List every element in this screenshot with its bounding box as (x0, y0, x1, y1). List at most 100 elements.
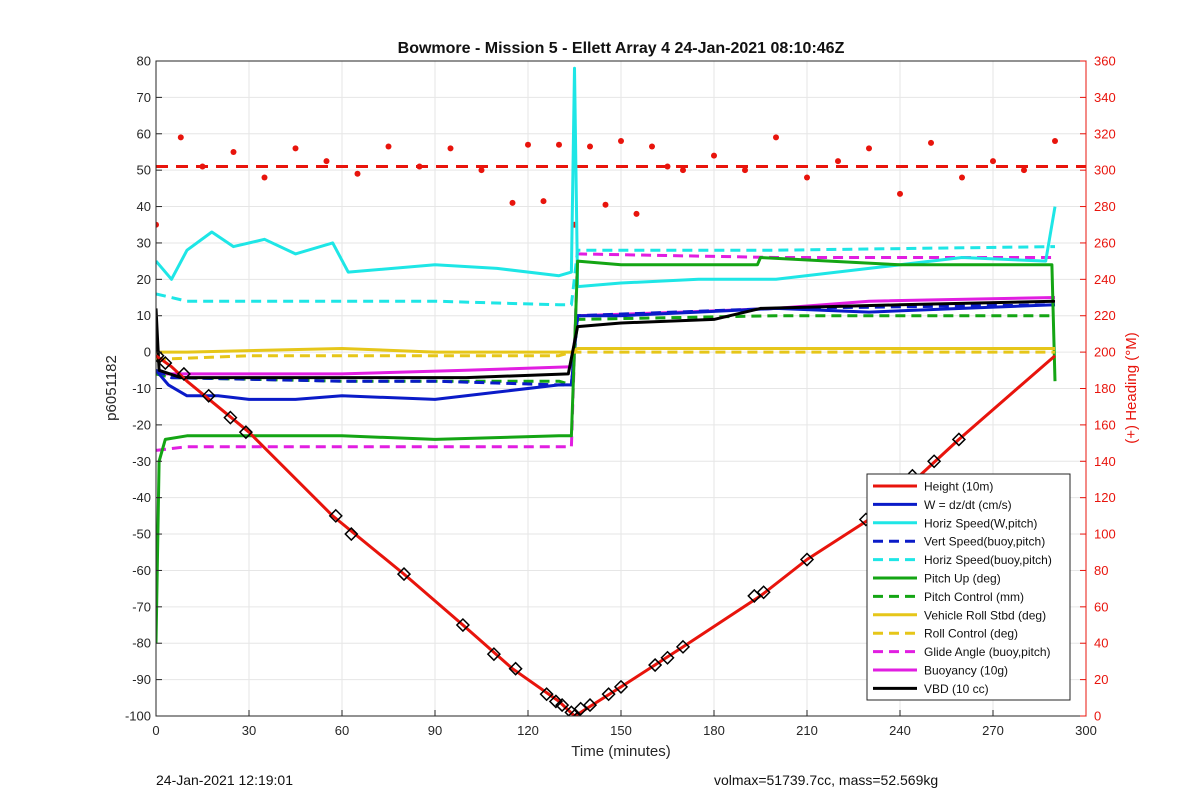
dive-marker (613, 679, 629, 694)
heading-point (556, 141, 562, 148)
axes: 0 30 60 90 120 150 180 210 240 270 300-100-90-80-7… (125, 54, 1116, 739)
dive-marker (927, 454, 942, 469)
y-tick-label: -20 (132, 417, 151, 432)
y-tick-label: -100 (125, 709, 151, 724)
heading-point (230, 148, 237, 155)
legend-box (866, 473, 1071, 701)
heading-point (649, 143, 655, 150)
y2-tick-label: 260 (1094, 235, 1116, 250)
y2-tick-label: 340 (1094, 90, 1116, 105)
series-line (156, 256, 1057, 644)
dive-marker (455, 617, 470, 633)
footer-volmax-mass: volmax=51739.7cc, mass=52.569kg (714, 772, 939, 788)
dive-marker (201, 388, 216, 403)
y2-tick-label: 180 (1094, 381, 1116, 396)
dive-marker (601, 687, 616, 702)
heading-point (633, 210, 640, 217)
dive-marker (508, 661, 523, 676)
y2-tick-label: 140 (1094, 454, 1116, 469)
y-tick-label: 40 (137, 199, 151, 214)
dive-marker (567, 708, 582, 716)
x-tick-label: 210 (796, 723, 818, 738)
legend-label: Pitch Control (mm) (924, 590, 1024, 604)
dive-marker (756, 585, 771, 600)
y2-tick-label: 80 (1094, 563, 1108, 578)
footer-timestamp: 24-Jan-2021 12:19:01 (156, 772, 293, 788)
heading-point (261, 174, 268, 181)
heading-point (416, 163, 423, 170)
dive-marker (158, 355, 173, 371)
heading-point (804, 174, 810, 181)
y2-tick-label: 300 (1094, 163, 1116, 178)
heading-point (447, 145, 454, 152)
y2-tick-label: 200 (1094, 345, 1116, 360)
y-tick-label: -50 (132, 527, 151, 542)
y-tick-label: 30 (137, 235, 151, 250)
legend-label: Horiz Speed(W,pitch) (924, 516, 1037, 530)
y2-tick-label: 60 (1094, 599, 1108, 614)
dive-marker (156, 348, 165, 363)
x-tick-label: 180 (703, 723, 725, 738)
heading-point (664, 163, 671, 170)
heading-point (354, 170, 361, 177)
x-axis-label: Time (minutes) (571, 743, 670, 760)
dive-marker (344, 526, 359, 542)
dive-marker (555, 698, 570, 713)
heading-point (928, 139, 934, 146)
heading-point (959, 174, 965, 181)
heading-point (1052, 138, 1058, 145)
dive-marker (223, 410, 238, 425)
chart-title: Bowmore - Mission 5 - Ellett Array 4 24-… (398, 40, 845, 57)
legend-label: Vehicle Roll Stbd (deg) (924, 608, 1046, 622)
x-tick-label: 30 (242, 723, 256, 738)
y2-tick-label: 0 (1094, 709, 1101, 724)
heading-point (1021, 167, 1027, 174)
series-line (156, 350, 1055, 361)
y-tick-label: -70 (132, 599, 151, 614)
x-tick-label: 120 (517, 723, 539, 738)
x-tick-label: 0 (152, 723, 159, 738)
heading-point (177, 134, 184, 141)
legend-label: Buoyancy (10g) (924, 664, 1008, 678)
y2-tick-label: 360 (1094, 54, 1116, 69)
heading-point (478, 167, 485, 174)
series-line (156, 347, 1055, 354)
legend-label: Horiz Speed(buoy,pitch) (924, 553, 1052, 567)
legend-label: Pitch Up (deg) (924, 572, 1001, 586)
y2-tick-label: 40 (1094, 636, 1108, 651)
heading-point (835, 158, 841, 165)
dive-marker (486, 647, 501, 662)
heading-point (156, 221, 159, 228)
y2-tick-label: 20 (1094, 672, 1108, 687)
x-tick-label: 240 (889, 723, 911, 738)
heading-point (680, 167, 686, 174)
dive-marker (951, 432, 966, 447)
y2-tick-label: 220 (1094, 308, 1116, 323)
y2-tick-label: 160 (1094, 417, 1116, 432)
legend-label: Height (10m) (924, 480, 993, 494)
x-tick-label: 270 (982, 723, 1004, 738)
y-tick-label: 80 (137, 54, 151, 69)
dive-marker (548, 694, 563, 709)
heading-point (602, 201, 609, 208)
dive-marker (539, 687, 554, 702)
heading-point (292, 145, 299, 152)
y-tick-label: -40 (132, 490, 151, 505)
y-tick-label: 50 (137, 163, 151, 178)
legend-label: Vert Speed(buoy,pitch) (924, 535, 1045, 549)
dive-marker (660, 650, 675, 665)
y2-tick-label: 120 (1094, 490, 1116, 505)
series-line (156, 299, 1056, 380)
heading-point (540, 198, 547, 205)
data-layer (156, 66, 1086, 716)
heading-point (587, 143, 593, 150)
y2-tick-label: 320 (1094, 126, 1116, 141)
heading-point (897, 190, 903, 197)
heading-point (323, 158, 330, 165)
y-tick-label: -90 (132, 672, 151, 687)
legend-label: W = dz/dt (cm/s) (924, 498, 1012, 512)
heading-point (990, 158, 996, 165)
y2-tick-label: 100 (1094, 527, 1116, 542)
legend-label: VBD (10 cc) (924, 682, 989, 696)
